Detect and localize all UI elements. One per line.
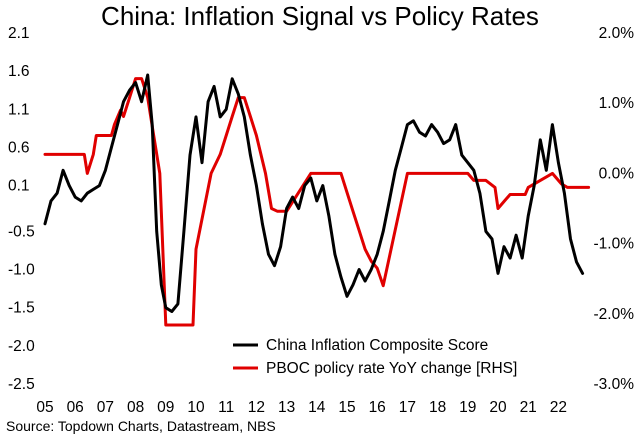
x-tick-label: 22 — [550, 399, 567, 416]
x-tick-label: 13 — [278, 399, 295, 416]
x-tick-label: 05 — [36, 399, 53, 416]
left-tick-label: -2.5 — [8, 376, 35, 393]
left-tick-label: -1.0 — [8, 262, 35, 279]
x-tick-label: 14 — [308, 399, 326, 416]
left-tick-label: 2.1 — [8, 25, 30, 42]
series-line-composite — [43, 73, 585, 313]
x-tick-label: 11 — [218, 399, 234, 416]
left-tick-label: -0.5 — [8, 223, 35, 240]
left-tick-label: -2.0 — [8, 338, 35, 355]
x-tick-label: 06 — [67, 399, 84, 416]
x-tick-label: 16 — [369, 399, 386, 416]
series-layer — [43, 73, 591, 327]
legend-label-composite: China Inflation Composite Score — [266, 337, 488, 354]
x-tick-label: 12 — [248, 399, 265, 416]
left-axis: 2.1 1.6 1.1 0.6 0.1 -0.5 -1.0 -1.5 -2.0 -2.5 — [8, 25, 35, 393]
x-tick-label: 19 — [459, 399, 476, 416]
x-tick-label: 08 — [127, 399, 144, 416]
x-tick-label: 10 — [187, 399, 205, 416]
left-tick-label: 1.1 — [8, 101, 30, 118]
x-tick-label: 15 — [338, 399, 355, 416]
right-tick-label: -3.0% — [594, 376, 635, 393]
right-tick-label: 0.0% — [599, 165, 635, 182]
x-tick-label: 07 — [97, 399, 114, 416]
left-tick-label: 1.6 — [8, 63, 30, 80]
right-tick-label: 1.0% — [599, 95, 635, 112]
source-note: Source: Topdown Charts, Datastream, NBS — [6, 418, 276, 434]
left-tick-label: -1.5 — [8, 300, 35, 317]
legend: China Inflation Composite Score PBOC pol… — [233, 337, 517, 377]
left-tick-label: 0.1 — [8, 178, 30, 195]
chart-title: China: Inflation Signal vs Policy Rates — [101, 1, 539, 31]
left-tick-label: 0.6 — [8, 139, 30, 156]
right-axis: 2.0% 1.0% 0.0% -1.0% -2.0% -3.0% — [594, 25, 635, 393]
right-tick-label: -1.0% — [594, 236, 635, 253]
x-tick-label: 18 — [429, 399, 446, 416]
x-tick-label: 20 — [489, 399, 507, 416]
x-tick-label: 21 — [520, 399, 537, 416]
x-tick-label: 17 — [399, 399, 416, 416]
legend-label-pboc: PBOC policy rate YoY change [RHS] — [266, 360, 517, 377]
x-axis: 05 06 07 08 09 10 11 12 13 14 15 16 17 18 19 20 21 22 — [36, 399, 567, 416]
right-tick-label: -2.0% — [594, 306, 635, 323]
right-tick-label: 2.0% — [599, 25, 635, 42]
x-tick-label: 09 — [157, 399, 174, 416]
